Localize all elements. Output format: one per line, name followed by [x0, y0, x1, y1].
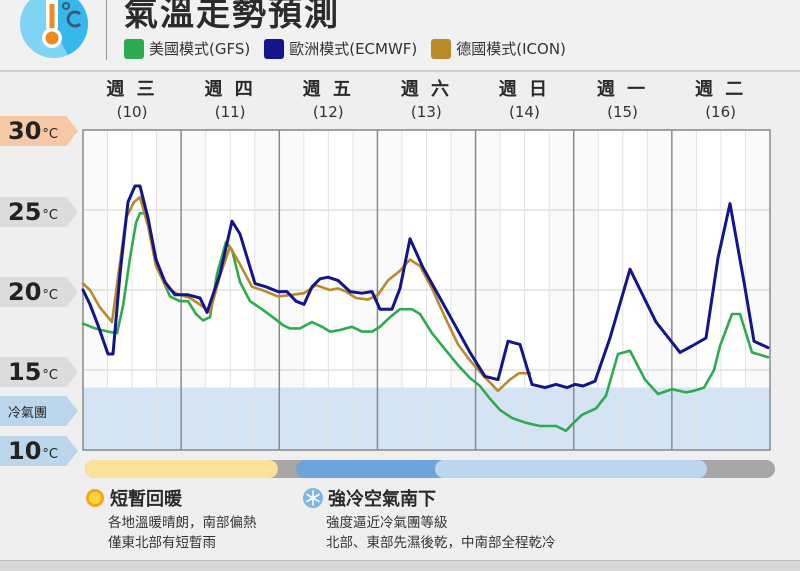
- day-label-fri: 週 五 (12): [279, 78, 377, 126]
- legend-swatch-ecmwf: [264, 38, 285, 59]
- timeline-bar-segment: [85, 460, 278, 478]
- note-warming-line-1: 各地溫暖晴朗，南部偏熱: [108, 515, 257, 531]
- note-warming: 短暫回暖 各地溫暖晴朗，南部偏熱 僅東北部有短暫雨: [84, 485, 257, 553]
- note-warming-title: 短暫回暖: [110, 489, 182, 510]
- series-line-ecmwf: [81, 184, 770, 390]
- day-name: 週 六: [400, 79, 452, 100]
- y-tick-value: 30: [8, 117, 42, 145]
- legend-swatch-gfs: [124, 38, 144, 59]
- sun-icon: [86, 489, 104, 507]
- note-cold-front-line-2: 北部、東部先濕後乾，中南部全程乾冷: [326, 535, 556, 551]
- y-tick-label-30: 30 °C: [0, 116, 78, 146]
- day-label-tue: 週 二 (16): [672, 78, 770, 126]
- y-tick-value: 15: [8, 358, 42, 386]
- day-label-thu: 週 四 (11): [181, 78, 279, 126]
- header-divider: [106, 0, 107, 60]
- y-tick-unit: °C: [42, 287, 58, 303]
- day-name: 週 四: [204, 79, 256, 100]
- note-cold-front-title: 強冷空氣南下: [328, 489, 436, 510]
- day-name: 週 日: [498, 79, 551, 100]
- day-name: 週 三: [106, 79, 158, 100]
- day-date: (11): [214, 103, 246, 121]
- y-tick-value: 20: [8, 278, 42, 306]
- day-date: (15): [607, 103, 638, 121]
- legend-item-gfs: 美國模式(GFS): [124, 38, 250, 59]
- y-tick-unit: °C: [42, 367, 58, 383]
- legend-swatch-icon: [431, 38, 452, 59]
- day-label-mon: 週 一 (15): [573, 78, 671, 126]
- day-date: (10): [116, 103, 148, 121]
- day-date: (16): [705, 103, 736, 121]
- legend-item-ecmwf: 歐洲模式(ECMWF): [264, 38, 417, 59]
- footer-strip: [0, 560, 800, 571]
- chart-legend: 美國模式(GFS) 歐洲模式(ECMWF) 德國模式(ICON): [124, 38, 566, 59]
- legend-label-icon: 德國模式(ICON): [456, 40, 566, 58]
- series-line-gfs: [81, 211, 770, 433]
- period-timeline: [85, 460, 775, 478]
- y-tick-label-10: 10 °C: [0, 436, 78, 466]
- y-tick-label-15: 15 °C: [0, 357, 78, 387]
- day-date: (12): [312, 103, 344, 121]
- y-tick-label-20: 20 °C: [0, 277, 78, 307]
- thermometer-celsius-icon: [20, 0, 88, 58]
- legend-label-gfs: 美國模式(GFS): [149, 40, 251, 58]
- page-title: 氣溫走勢預測: [124, 0, 340, 34]
- header: 氣溫走勢預測 美國模式(GFS) 歐洲模式(ECMWF) 德國模式(ICON): [0, 0, 800, 72]
- y-tick-unit: °C: [42, 126, 58, 142]
- day-name: 週 五: [302, 79, 354, 100]
- note-cold-front-body: 強度逼近冷氣團等級 北部、東部先濕後乾，中南部全程乾冷: [326, 513, 556, 553]
- day-name: 週 二: [694, 79, 747, 100]
- day-label-sat: 週 六 (13): [377, 78, 475, 126]
- legend-label-ecmwf: 歐洲模式(ECMWF): [289, 40, 418, 58]
- y-tick-unit: °C: [42, 207, 58, 223]
- day-label-sun: 週 日 (14): [475, 78, 573, 126]
- day-date: (14): [509, 103, 540, 121]
- timeline-bar-segment: [435, 460, 707, 478]
- note-cold-front-title-row: 強冷空氣南下: [302, 485, 556, 511]
- y-tick-value: 10: [8, 437, 42, 465]
- day-name: 週 一: [596, 79, 649, 100]
- note-warming-body: 各地溫暖晴朗，南部偏熱 僅東北部有短暫雨: [108, 513, 257, 553]
- day-label-wed: 週 三 (10): [83, 78, 181, 126]
- cold-air-mass-label: 冷氣團: [0, 396, 78, 426]
- note-cold-front: 強冷空氣南下 強度逼近冷氣團等級 北部、東部先濕後乾，中南部全程乾冷: [302, 485, 556, 553]
- y-tick-value: 25: [8, 198, 42, 226]
- y-tick-label-25: 25 °C: [0, 197, 78, 227]
- day-date: (13): [410, 103, 442, 121]
- day-axis: 週 三 (10) 週 四 (11) 週 五 (12) 週 六 (13) 週 日 (14) …: [83, 78, 770, 126]
- y-tick-unit: °C: [42, 446, 58, 462]
- note-cold-front-line-1: 強度逼近冷氣團等級: [326, 515, 448, 531]
- legend-item-icon: 德國模式(ICON): [431, 38, 566, 59]
- note-warming-line-2: 僅東北部有短暫雨: [108, 535, 216, 551]
- snowflake-icon: [303, 488, 323, 508]
- note-warming-title-row: 短暫回暖: [84, 485, 257, 511]
